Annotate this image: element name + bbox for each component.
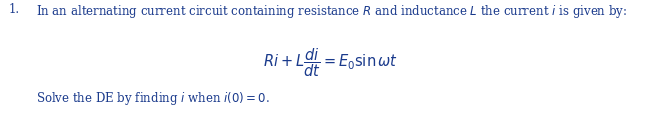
Text: Solve the DE by finding $i$ when $i(0) = 0$.: Solve the DE by finding $i$ when $i(0) =…	[36, 89, 270, 106]
Text: 1.: 1.	[9, 3, 20, 16]
Text: In an alternating current circuit containing resistance $R$ and inductance $L$ t: In an alternating current circuit contai…	[36, 3, 627, 20]
Text: $Ri + L\dfrac{di}{dt} = E_0 \sin \omega t$: $Ri + L\dfrac{di}{dt} = E_0 \sin \omega …	[263, 46, 398, 78]
